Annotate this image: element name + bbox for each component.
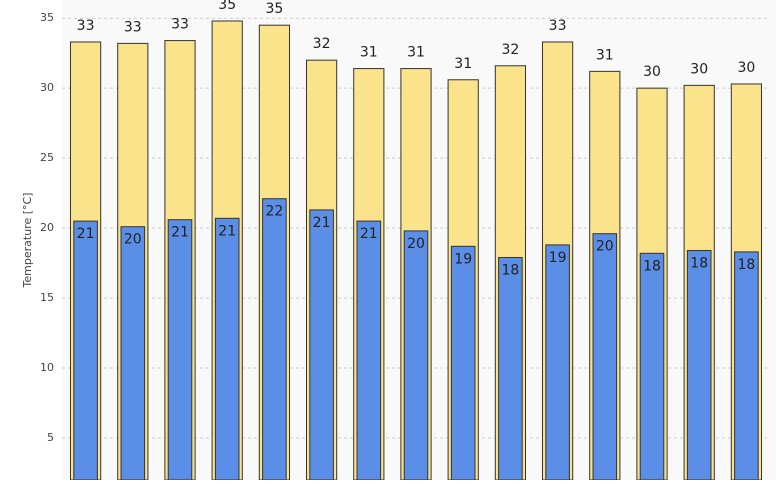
bar <box>214 217 240 481</box>
bar <box>73 220 98 481</box>
value-label: 21 <box>313 215 331 231</box>
value-label: 33 <box>549 18 567 34</box>
bar <box>592 233 618 481</box>
value-label: 20 <box>124 232 142 248</box>
value-label: 20 <box>596 239 614 255</box>
value-label: 19 <box>549 250 567 266</box>
y-tick-label: 15 <box>40 291 54 304</box>
value-label: 33 <box>77 18 95 34</box>
value-label: 30 <box>643 64 661 80</box>
y-tick-label: 30 <box>40 81 54 94</box>
value-label: 30 <box>690 61 708 77</box>
value-label: 21 <box>360 226 378 242</box>
bar <box>450 245 476 481</box>
value-label: 21 <box>77 226 95 242</box>
value-label: 18 <box>501 262 519 278</box>
value-label: 35 <box>218 0 236 13</box>
bar <box>734 251 759 481</box>
y-tick-label: 35 <box>40 11 54 24</box>
y-tick-label: 5 <box>47 431 54 444</box>
value-label: 32 <box>501 42 519 58</box>
value-label: 33 <box>171 17 189 33</box>
value-label: 31 <box>596 47 614 63</box>
value-label: 18 <box>737 257 755 273</box>
bar <box>120 226 146 481</box>
bar <box>686 249 712 481</box>
bar <box>498 256 523 481</box>
bar <box>639 252 665 481</box>
value-label: 18 <box>643 258 661 274</box>
value-label: 32 <box>313 36 331 52</box>
bar <box>403 230 429 481</box>
value-label: 31 <box>407 45 425 61</box>
value-label: 19 <box>454 251 472 267</box>
value-label: 21 <box>171 225 189 241</box>
y-axis-title: Temperature [°C] <box>21 193 34 289</box>
value-label: 35 <box>265 1 283 17</box>
value-label: 30 <box>737 60 755 76</box>
value-label: 31 <box>454 56 472 72</box>
bar <box>356 220 382 481</box>
value-label: 22 <box>265 204 283 220</box>
value-label: 31 <box>360 45 378 61</box>
bar <box>309 209 334 481</box>
y-tick-label: 20 <box>40 221 54 234</box>
value-label: 18 <box>690 255 708 271</box>
y-tick-label: 25 <box>40 151 54 164</box>
value-label: 20 <box>407 236 425 252</box>
bar <box>167 219 193 481</box>
bar <box>545 244 570 481</box>
value-label: 33 <box>124 19 142 35</box>
bar <box>262 198 287 481</box>
y-tick-label: 10 <box>40 361 54 374</box>
value-label: 21 <box>218 223 236 239</box>
